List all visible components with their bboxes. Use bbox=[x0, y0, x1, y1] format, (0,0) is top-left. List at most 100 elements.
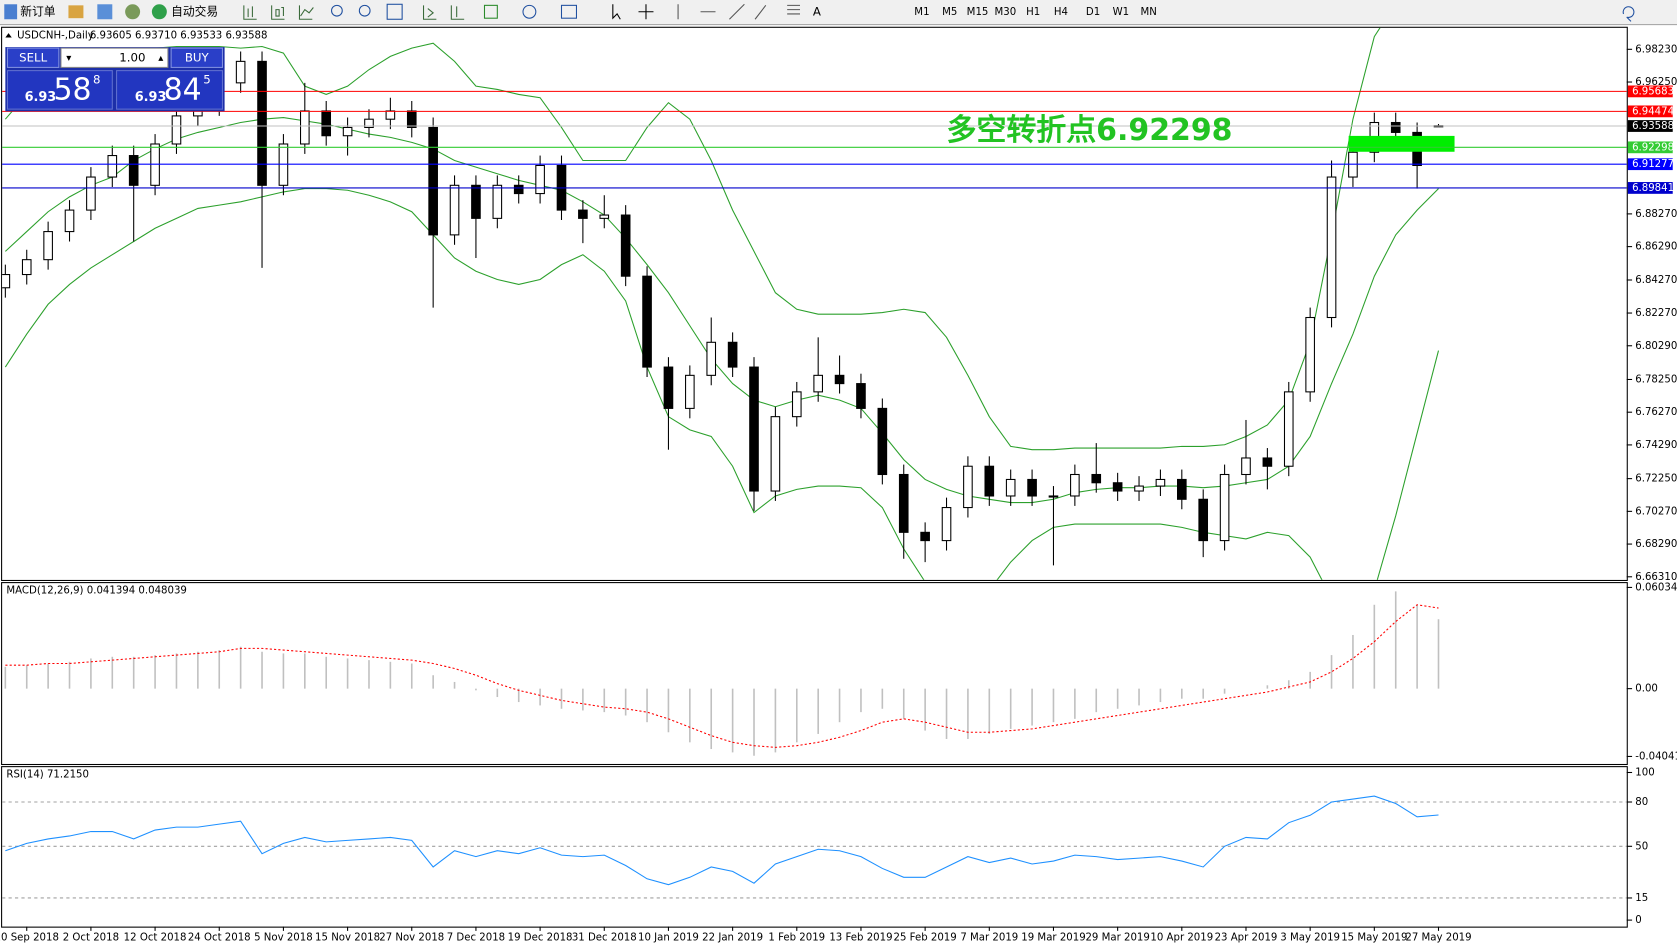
x-tick-label: 25 Feb 2019 bbox=[894, 932, 957, 943]
search-icon[interactable] bbox=[1622, 6, 1635, 22]
y-tick-label: 15 bbox=[1635, 893, 1648, 904]
candle-body bbox=[1305, 316, 1315, 393]
template-tool[interactable] bbox=[560, 4, 578, 19]
period-button[interactable]: M1 bbox=[914, 7, 929, 18]
candle-body bbox=[834, 374, 845, 385]
candle-body bbox=[535, 164, 545, 195]
candle-tool[interactable] bbox=[271, 5, 285, 20]
candle-body bbox=[727, 341, 738, 368]
y-tick-label: 6.78250 bbox=[1635, 374, 1677, 385]
price-level-box bbox=[1627, 182, 1673, 194]
candle-body bbox=[449, 184, 460, 236]
indicators-tool[interactable] bbox=[483, 4, 498, 19]
y-tick-label: 80 bbox=[1635, 797, 1648, 808]
bar-chart-tool[interactable] bbox=[243, 5, 257, 20]
bid-box[interactable] bbox=[6, 70, 113, 110]
rsi-line bbox=[5, 795, 1439, 886]
toolbar-icon[interactable] bbox=[125, 4, 141, 20]
candle-body bbox=[1390, 121, 1401, 133]
ask-big: 6.93 bbox=[135, 90, 167, 105]
price-level-box bbox=[1627, 158, 1673, 171]
crosshair-tool[interactable] bbox=[638, 4, 654, 20]
drawing-tools[interactable] bbox=[677, 3, 800, 20]
x-tick-label: 19 Mar 2019 bbox=[1021, 932, 1085, 943]
sell-label[interactable]: SELL bbox=[19, 50, 47, 64]
period-button[interactable]: M30 bbox=[995, 7, 1017, 18]
y-tick-label: 6.82270 bbox=[1635, 308, 1677, 319]
period-button[interactable]: M15 bbox=[967, 7, 989, 18]
cursor-tool[interactable] bbox=[612, 4, 621, 20]
ask-box[interactable] bbox=[116, 70, 223, 110]
y-tick-label: 50 bbox=[1635, 841, 1648, 852]
price-level-box bbox=[1627, 105, 1673, 118]
lot-down[interactable]: ▾ bbox=[66, 53, 72, 64]
candle-body bbox=[920, 531, 930, 542]
candle-body bbox=[21, 259, 32, 276]
candle-body bbox=[1134, 485, 1144, 492]
candle-body bbox=[471, 184, 481, 219]
x-tick-label: 5 Nov 2018 bbox=[254, 932, 313, 943]
period-button[interactable]: D1 bbox=[1086, 7, 1100, 18]
line-tool[interactable] bbox=[298, 5, 314, 20]
lot-value[interactable]: 1.00 bbox=[119, 50, 145, 64]
period-tool[interactable] bbox=[522, 4, 537, 19]
rsi-title: RSI(14) 71.2150 bbox=[6, 770, 89, 781]
price-level-label: 6.95683 bbox=[1632, 86, 1674, 97]
y-tick-label: 6.70270 bbox=[1635, 506, 1677, 517]
auto-trading-icon[interactable] bbox=[151, 4, 167, 20]
new-order-icon[interactable] bbox=[4, 4, 18, 20]
y-tick-label: 6.84270 bbox=[1635, 275, 1677, 286]
y-tick-label: 0.060342 bbox=[1635, 582, 1677, 593]
candle-body bbox=[342, 126, 353, 137]
lot-up[interactable]: ▴ bbox=[158, 53, 164, 64]
x-tick-label: 29 Mar 2019 bbox=[1085, 932, 1149, 943]
candle-body bbox=[107, 155, 118, 178]
candle-body bbox=[43, 231, 53, 261]
y-tick-label: 100 bbox=[1635, 767, 1654, 778]
y-tick-label: 6.66310 bbox=[1635, 572, 1677, 583]
collapse-arrow[interactable] bbox=[5, 33, 12, 38]
auto-trading-button[interactable]: 自动交易 bbox=[171, 4, 218, 18]
text-tool[interactable]: A bbox=[813, 4, 821, 18]
toolbar-icon[interactable] bbox=[97, 4, 113, 20]
period-button[interactable]: H1 bbox=[1026, 7, 1040, 18]
zoom-in[interactable] bbox=[331, 4, 343, 17]
new-order-button[interactable]: 新订单 bbox=[20, 4, 55, 18]
scroll-tool[interactable] bbox=[422, 5, 437, 20]
x-tick-label: 23 Apr 2019 bbox=[1215, 932, 1278, 943]
buy-button[interactable] bbox=[170, 47, 223, 68]
x-tick-label: 2 Oct 2018 bbox=[63, 932, 119, 943]
candle-body bbox=[620, 214, 631, 277]
zoom-out[interactable] bbox=[358, 4, 371, 17]
bid-fraction: 8 bbox=[93, 73, 100, 87]
y-tick-label: 6.76270 bbox=[1635, 407, 1677, 418]
x-tick-label: 12 Oct 2018 bbox=[124, 932, 187, 943]
candle-body bbox=[1070, 473, 1080, 497]
period-button[interactable]: H4 bbox=[1054, 7, 1068, 18]
candle-body bbox=[898, 473, 909, 533]
candle-body bbox=[385, 110, 396, 120]
candle-body bbox=[86, 176, 96, 211]
y-tick-label: 0.00 bbox=[1635, 684, 1658, 695]
buy-label[interactable]: BUY bbox=[185, 50, 210, 64]
y-tick-label: 6.68290 bbox=[1635, 539, 1677, 550]
candle-body bbox=[663, 366, 674, 409]
toolbar-tools bbox=[243, 3, 1635, 22]
x-tick-label: 15 Nov 2018 bbox=[315, 932, 380, 943]
period-button[interactable]: MN bbox=[1140, 7, 1156, 18]
lot-input[interactable] bbox=[60, 47, 169, 68]
toolbar-icon[interactable] bbox=[68, 5, 84, 19]
period-button[interactable]: M5 bbox=[942, 7, 957, 18]
sell-button[interactable] bbox=[6, 47, 60, 68]
candle-body bbox=[299, 110, 310, 145]
price-level-label: 6.89841 bbox=[1632, 183, 1674, 194]
candle-body bbox=[1177, 478, 1187, 500]
period-button[interactable]: W1 bbox=[1113, 7, 1130, 18]
shift-tool[interactable] bbox=[450, 5, 465, 20]
candle-body bbox=[770, 416, 781, 492]
candle-body bbox=[1005, 478, 1016, 497]
candle-body bbox=[749, 366, 759, 492]
x-tick-label: 27 May 2019 bbox=[1405, 932, 1471, 943]
tile-tool[interactable] bbox=[386, 3, 403, 20]
